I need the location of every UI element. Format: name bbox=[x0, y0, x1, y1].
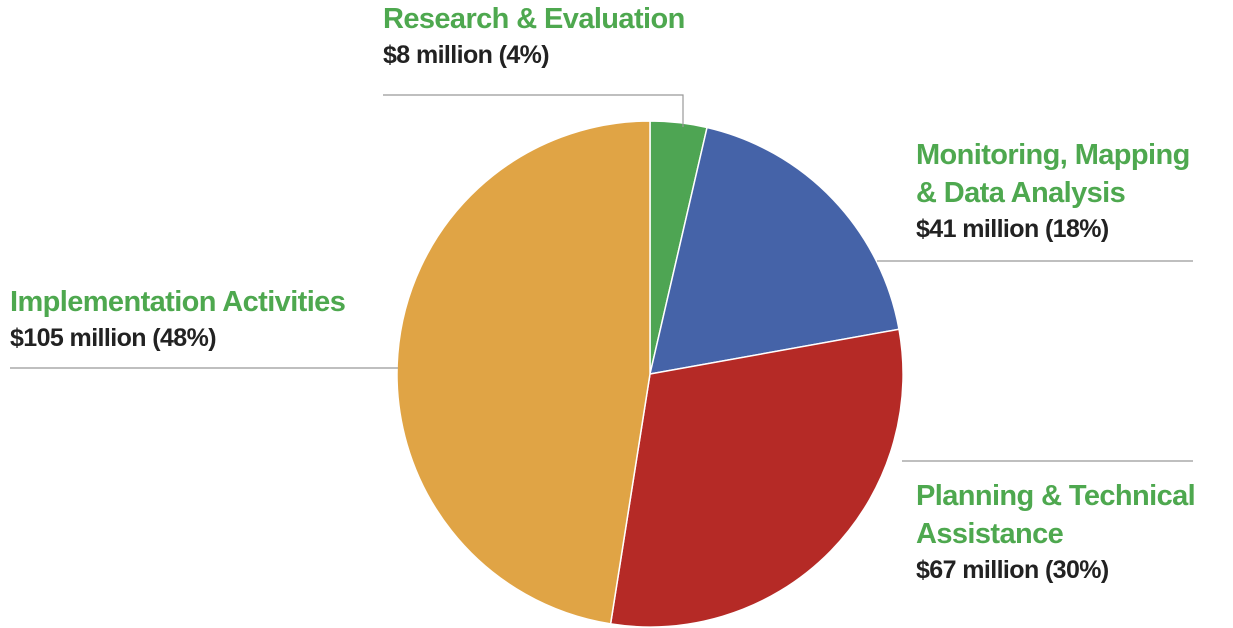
category-label: Planning & Technical Assistance bbox=[916, 480, 1196, 550]
pie-slice bbox=[396, 120, 651, 625]
value-label: $41 million (18%) bbox=[916, 215, 1109, 243]
pie bbox=[396, 120, 904, 628]
category-label: Implementation Activities bbox=[10, 286, 346, 318]
value-label: $105 million (48%) bbox=[10, 324, 217, 352]
category-label: Research & Evaluation bbox=[383, 3, 685, 35]
slice-label: Monitoring, Mapping & Data Analysis $41 … bbox=[916, 136, 1216, 246]
pie-slice bbox=[649, 126, 900, 375]
slice-label: Research & Evaluation $8 million (4%) bbox=[383, 0, 743, 72]
category-label: Monitoring, Mapping & Data Analysis bbox=[916, 139, 1190, 209]
value-label: $67 million (30%) bbox=[916, 556, 1109, 584]
value-label: $8 million (4%) bbox=[383, 41, 550, 69]
pie-slice bbox=[609, 328, 904, 628]
slice-label: Planning & Technical Assistance $67 mill… bbox=[916, 477, 1216, 587]
leader-line bbox=[383, 94, 684, 127]
slice-label: Implementation Activities $105 million (… bbox=[10, 283, 390, 355]
